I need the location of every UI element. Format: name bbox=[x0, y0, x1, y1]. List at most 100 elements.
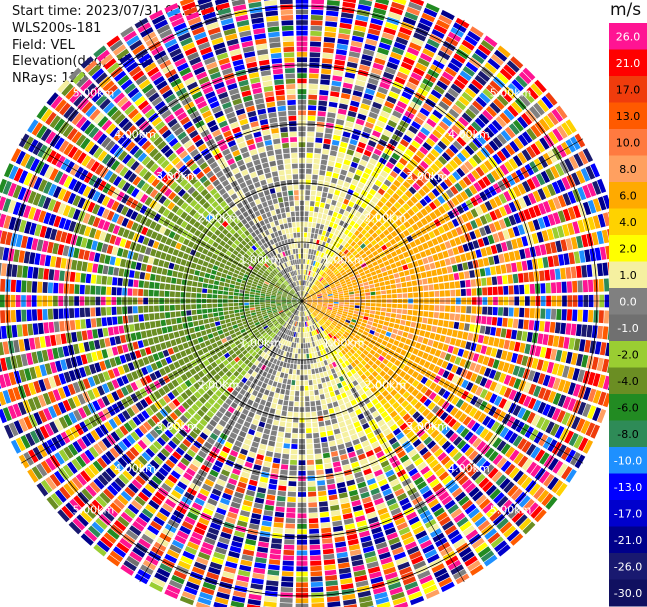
ray-85-gates bbox=[80, 354, 88, 365]
ray-35-gates bbox=[470, 342, 518, 364]
ray-9-gates bbox=[373, 52, 433, 156]
ray-108-gates bbox=[112, 44, 127, 56]
ray-82-gates bbox=[67, 301, 302, 410]
ray-22-gates bbox=[470, 219, 478, 229]
ray-23-gates bbox=[405, 257, 412, 264]
ray-11-gates bbox=[433, 84, 445, 95]
ray-35-gates bbox=[516, 354, 544, 371]
ray-114-gates bbox=[207, 27, 235, 81]
ray-34-gates bbox=[514, 341, 552, 360]
ray-103-gates bbox=[109, 143, 120, 155]
ray-81-gates bbox=[92, 400, 101, 412]
ray-13-gates bbox=[402, 167, 412, 176]
ray-91-gates bbox=[106, 286, 112, 295]
ray-32-gates bbox=[475, 315, 625, 342]
ray-15-gates bbox=[507, 83, 520, 96]
ray-17-gates bbox=[472, 154, 482, 165]
ray-66-gates bbox=[228, 461, 253, 514]
ray-83-gates bbox=[0, 385, 71, 424]
ray-107-gates bbox=[151, 116, 163, 127]
ray-84-gates bbox=[0, 391, 7, 406]
ray-17-gates bbox=[302, 184, 445, 301]
colorbar-tick-label-6: 6.0 bbox=[619, 189, 637, 202]
ray-34-gates bbox=[581, 354, 589, 368]
ray-83-gates bbox=[72, 381, 81, 394]
ray-67-gates bbox=[220, 497, 231, 506]
ray-79-gates bbox=[67, 443, 78, 456]
ray-43-gates bbox=[419, 395, 457, 428]
ray-119-gates bbox=[296, 227, 301, 259]
ray-88-gates bbox=[6, 301, 292, 339]
ray-15-gates bbox=[511, 79, 524, 92]
ray-76-gates bbox=[113, 432, 155, 472]
ray-31-gates bbox=[577, 309, 583, 322]
ray-94-gates bbox=[26, 236, 34, 250]
ray-69-gates bbox=[179, 460, 224, 535]
ray-2-gates bbox=[321, 31, 336, 75]
ray-91-gates bbox=[63, 283, 75, 294]
ray-96-gates bbox=[12, 201, 72, 231]
ray-107-gates bbox=[103, 58, 149, 111]
ray-52-gates bbox=[384, 493, 420, 555]
ray-68-gates bbox=[177, 560, 191, 570]
ray-16-gates bbox=[441, 166, 451, 177]
ray-6-gates bbox=[374, 57, 386, 66]
ray-53-gates bbox=[388, 537, 401, 546]
ray-51-gates bbox=[382, 464, 403, 492]
ray-2-gates bbox=[322, 42, 335, 64]
ray-113-gates bbox=[205, 61, 218, 70]
ray-28-gates bbox=[370, 291, 376, 296]
ray-53-gates bbox=[377, 507, 388, 516]
ray-46-gates bbox=[447, 463, 458, 474]
ray-95-gates bbox=[75, 236, 226, 282]
ray-36-gates bbox=[367, 321, 561, 390]
ray-57-gates bbox=[340, 583, 354, 590]
ray-89-gates bbox=[16, 306, 117, 322]
colorbar-tick-label-10: 0.0 bbox=[619, 295, 637, 308]
ray-113-gates bbox=[187, 16, 202, 26]
ray-98-gates bbox=[43, 181, 53, 194]
ray-64-gates bbox=[257, 487, 267, 494]
ray-111-gates bbox=[179, 67, 203, 100]
ray-43-gates bbox=[504, 463, 516, 476]
ray-25-gates bbox=[536, 231, 544, 243]
ray-57-gates bbox=[325, 473, 334, 480]
ray-44-gates bbox=[460, 443, 527, 505]
ray-79-gates bbox=[54, 418, 118, 465]
ray-116-gates bbox=[250, 77, 261, 84]
ray-28-gates bbox=[528, 271, 535, 282]
ray-42-gates bbox=[543, 473, 555, 487]
ray-99-gates bbox=[20, 153, 31, 167]
colorbar-tick-label-4: 10.0 bbox=[616, 136, 641, 149]
ray-69-gates bbox=[174, 492, 208, 545]
ray-69-gates bbox=[199, 488, 210, 497]
ray-57-gates bbox=[302, 306, 343, 527]
ray-25-gates bbox=[490, 244, 498, 255]
ray-107-gates bbox=[203, 179, 299, 297]
ray-13-gates bbox=[474, 70, 491, 86]
ray-27-gates bbox=[469, 270, 475, 278]
ray-9-gates bbox=[308, 110, 403, 287]
ray-58-gates bbox=[327, 601, 341, 607]
ray-12-gates bbox=[302, 114, 440, 301]
ray-2-gates bbox=[326, 10, 339, 17]
ray-1-gates bbox=[309, 52, 321, 58]
ray-93-gates bbox=[144, 272, 151, 281]
ray-113-gates bbox=[183, 6, 205, 36]
ray-3-gates bbox=[302, 70, 344, 301]
ray-11-gates bbox=[399, 75, 451, 148]
ray-12-gates bbox=[480, 39, 495, 52]
ray-27-gates bbox=[490, 266, 497, 276]
ray-69-gates bbox=[169, 310, 298, 554]
ray-47-gates bbox=[451, 487, 491, 532]
ray-119-gates bbox=[285, 73, 302, 301]
ray-99-gates bbox=[73, 180, 139, 221]
ray-82-gates bbox=[72, 387, 101, 407]
ray-62-gates bbox=[278, 485, 287, 491]
ray-91-gates bbox=[42, 282, 48, 293]
ray-1-gates bbox=[302, 84, 318, 291]
ray-85-gates bbox=[8, 371, 17, 386]
ray-25-gates bbox=[307, 215, 601, 300]
ray-32-gates bbox=[323, 302, 519, 329]
ray-62-gates bbox=[263, 601, 277, 607]
